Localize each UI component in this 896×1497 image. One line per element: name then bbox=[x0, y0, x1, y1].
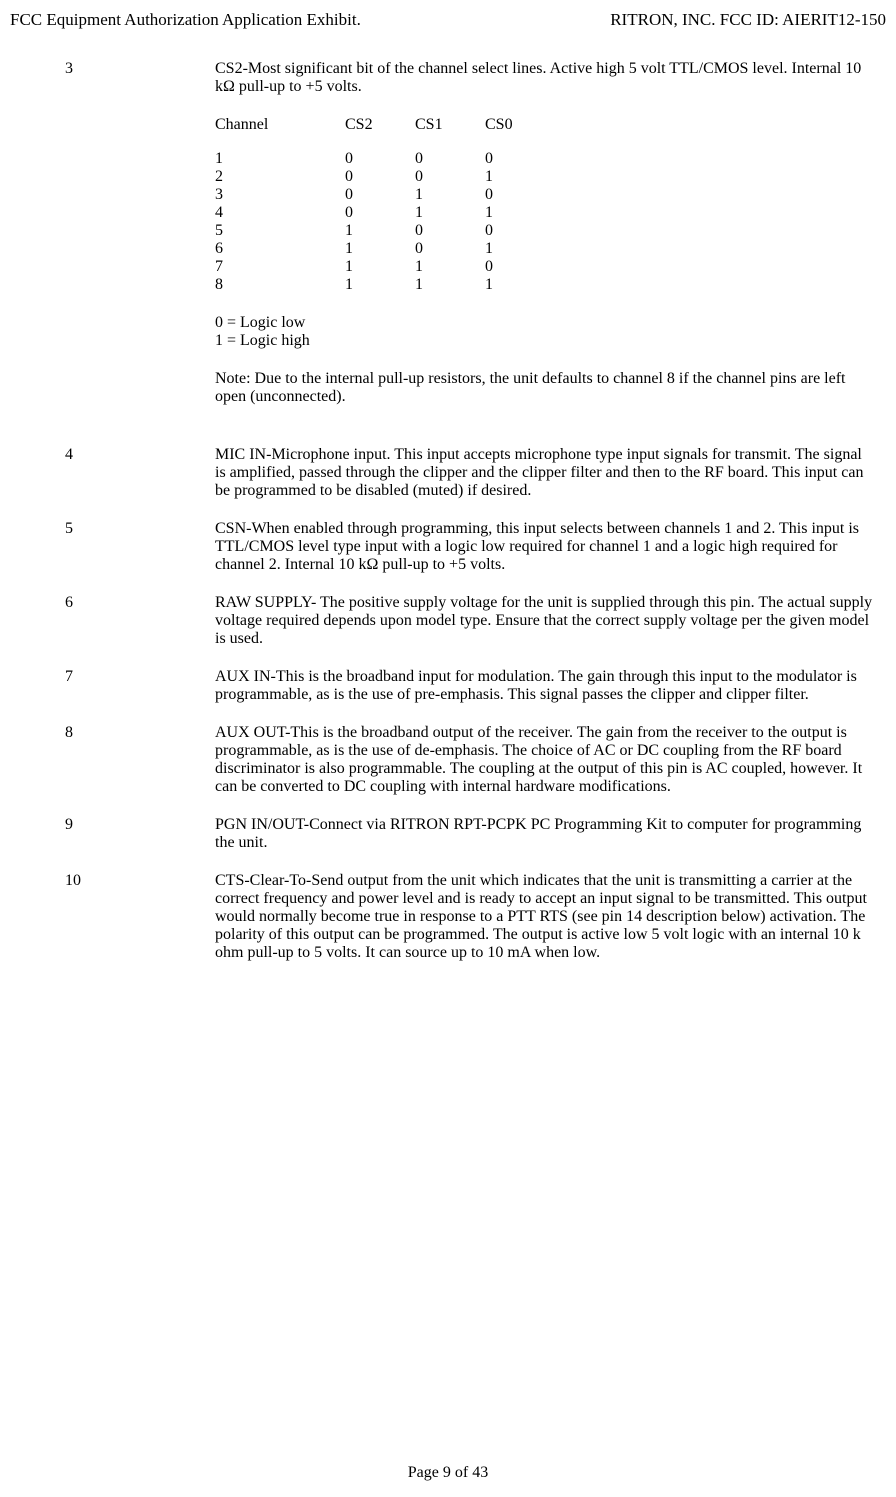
cell: 1 bbox=[345, 222, 415, 240]
pin-description: RAW SUPPLY- The positive supply voltage … bbox=[215, 594, 876, 648]
page-content: 3 CS2-Most significant bit of the channe… bbox=[10, 60, 886, 962]
cell: 1 bbox=[345, 276, 415, 294]
table-row: 6 1 0 1 bbox=[215, 240, 876, 258]
channel-table: Channel CS2 CS1 CS0 1 0 0 0 2 0 bbox=[215, 116, 876, 294]
cell: 1 bbox=[345, 240, 415, 258]
cell: 0 bbox=[345, 204, 415, 222]
pin-description: PGN IN/OUT-Connect via RITRON RPT-PCPK P… bbox=[215, 816, 876, 852]
cell: 0 bbox=[485, 258, 555, 276]
document-page: FCC Equipment Authorization Application … bbox=[0, 0, 896, 1497]
col-cs1: CS1 bbox=[415, 116, 485, 134]
cell: 0 bbox=[345, 150, 415, 168]
table-row: 1 0 0 0 bbox=[215, 150, 876, 168]
pin-number: 5 bbox=[65, 520, 215, 574]
pin-number: 9 bbox=[65, 816, 215, 852]
pin-entry-9: 9 PGN IN/OUT-Connect via RITRON RPT-PCPK… bbox=[65, 816, 876, 852]
cell: 1 bbox=[415, 186, 485, 204]
cell: 5 bbox=[215, 222, 345, 240]
table-row: 7 1 1 0 bbox=[215, 258, 876, 276]
cell: 1 bbox=[215, 150, 345, 168]
cell: 1 bbox=[415, 276, 485, 294]
cell: 1 bbox=[415, 204, 485, 222]
cell: 1 bbox=[485, 276, 555, 294]
cell: 0 bbox=[415, 222, 485, 240]
cell: 0 bbox=[485, 222, 555, 240]
table-row: 4 0 1 1 bbox=[215, 204, 876, 222]
col-cs0: CS0 bbox=[485, 116, 555, 134]
cell: 3 bbox=[215, 186, 345, 204]
pin-entry-3: 3 CS2-Most significant bit of the channe… bbox=[65, 60, 876, 426]
page-footer: Page 9 of 43 bbox=[0, 1464, 896, 1482]
pin-entry-6: 6 RAW SUPPLY- The positive supply voltag… bbox=[65, 594, 876, 648]
pin-entry-7: 7 AUX IN-This is the broadband input for… bbox=[65, 668, 876, 704]
header-left: FCC Equipment Authorization Application … bbox=[10, 10, 361, 30]
col-channel: Channel bbox=[215, 116, 345, 134]
pin-number: 3 bbox=[65, 60, 215, 426]
cell: 7 bbox=[215, 258, 345, 276]
cell: 8 bbox=[215, 276, 345, 294]
cell: 0 bbox=[485, 186, 555, 204]
cell: 1 bbox=[345, 258, 415, 276]
pin-entry-10: 10 CTS-Clear-To-Send output from the uni… bbox=[65, 872, 876, 962]
pin-description: MIC IN-Microphone input. This input acce… bbox=[215, 446, 876, 500]
table-row: 5 1 0 0 bbox=[215, 222, 876, 240]
pin-description: CTS-Clear-To-Send output from the unit w… bbox=[215, 872, 876, 962]
cell: 1 bbox=[485, 168, 555, 186]
logic-legend-0: 0 = Logic low bbox=[215, 314, 876, 332]
table-row: 2 0 0 1 bbox=[215, 168, 876, 186]
pin-number: 4 bbox=[65, 446, 215, 500]
pin-number: 7 bbox=[65, 668, 215, 704]
pin-description: AUX OUT-This is the broadband output of … bbox=[215, 724, 876, 796]
pin-entry-4: 4 MIC IN-Microphone input. This input ac… bbox=[65, 446, 876, 500]
pin-entry-5: 5 CSN-When enabled through programming, … bbox=[65, 520, 876, 574]
pin-number: 8 bbox=[65, 724, 215, 796]
table-row: 8 1 1 1 bbox=[215, 276, 876, 294]
cell: 0 bbox=[345, 186, 415, 204]
cell: 6 bbox=[215, 240, 345, 258]
cell: 1 bbox=[485, 204, 555, 222]
col-cs2: CS2 bbox=[345, 116, 415, 134]
pin-description: AUX IN-This is the broadband input for m… bbox=[215, 668, 876, 704]
cell: 2 bbox=[215, 168, 345, 186]
cell: 0 bbox=[345, 168, 415, 186]
pin-number: 10 bbox=[65, 872, 215, 962]
table-header-row: Channel CS2 CS1 CS0 bbox=[215, 116, 876, 134]
cell: 0 bbox=[415, 150, 485, 168]
cell: 1 bbox=[485, 240, 555, 258]
table-row: 3 0 1 0 bbox=[215, 186, 876, 204]
cell: 0 bbox=[485, 150, 555, 168]
page-header: FCC Equipment Authorization Application … bbox=[10, 10, 886, 30]
cell: 4 bbox=[215, 204, 345, 222]
pin-number: 6 bbox=[65, 594, 215, 648]
pin-body: CS2-Most significant bit of the channel … bbox=[215, 60, 876, 426]
cell: 1 bbox=[415, 258, 485, 276]
pin-note: Note: Due to the internal pull-up resist… bbox=[215, 370, 876, 406]
logic-legend-1: 1 = Logic high bbox=[215, 332, 876, 350]
header-right: RITRON, INC. FCC ID: AIERIT12-150 bbox=[610, 10, 886, 30]
pin-entry-8: 8 AUX OUT-This is the broadband output o… bbox=[65, 724, 876, 796]
pin-description: CS2-Most significant bit of the channel … bbox=[215, 60, 876, 96]
pin-description: CSN-When enabled through programming, th… bbox=[215, 520, 876, 574]
cell: 0 bbox=[415, 168, 485, 186]
cell: 0 bbox=[415, 240, 485, 258]
